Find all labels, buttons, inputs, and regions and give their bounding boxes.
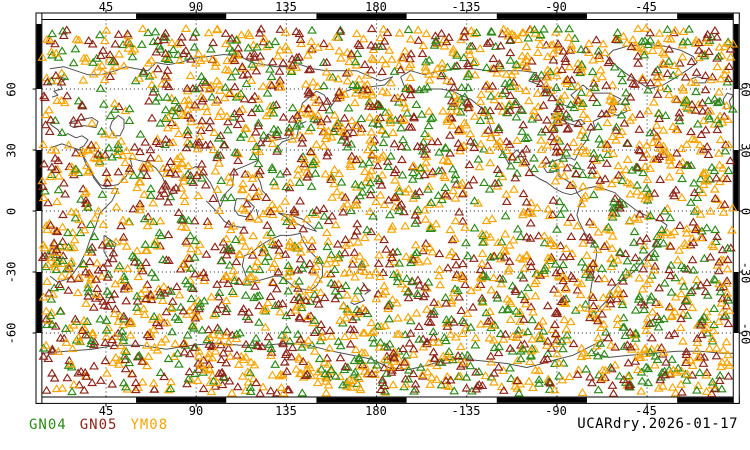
- lat-tick-left-60: 60: [4, 82, 19, 97]
- lat-tick-left--60: -60: [4, 322, 19, 345]
- axis-ticks: [32, 9, 743, 407]
- lon-tick-bottom-135: 135: [275, 404, 297, 418]
- lon-tick-bottom-45: 45: [98, 404, 114, 418]
- lon-tick-top--90: -90: [545, 0, 567, 14]
- footer-date-stamp: UCARdry.2026-01-17: [577, 416, 738, 432]
- map-frame: [35, 12, 740, 404]
- legend: GN04 GN05 YM08: [29, 417, 168, 433]
- lat-tick-left--30: -30: [4, 261, 19, 284]
- lon-tick-top-135: 135: [275, 0, 297, 14]
- legend-item-ym08: YM08: [130, 417, 169, 433]
- lat-tick-right--30: -30: [738, 261, 750, 284]
- lon-tick-top-180: 180: [365, 0, 387, 14]
- lon-tick-bottom-90: 90: [188, 404, 204, 418]
- lon-tick-top-90: 90: [188, 0, 204, 14]
- lon-tick-bottom--90: -90: [545, 404, 567, 418]
- lat-tick-right-0: 0: [739, 190, 750, 234]
- legend-item-gn05: GN05: [79, 417, 118, 433]
- lon-tick-bottom--45: -45: [635, 404, 657, 418]
- scatter-triangles: [37, 23, 739, 397]
- lon-tick-top--135: -135: [451, 0, 481, 14]
- lat-tick-right-60: 60: [738, 82, 750, 97]
- lon-tick-bottom-180: 180: [365, 404, 387, 418]
- lon-tick-bottom--135: -135: [451, 404, 481, 418]
- lon-tick-top-45: 45: [98, 0, 114, 14]
- lat-tick-right-30: 30: [738, 143, 750, 158]
- lat-tick-left-0: 0: [4, 207, 19, 216]
- lat-tick-right--60: -60: [738, 322, 750, 345]
- lon-tick-top--45: -45: [635, 0, 657, 14]
- legend-item-gn04: GN04: [29, 417, 67, 433]
- lat-tick-left-30: 30: [4, 143, 19, 158]
